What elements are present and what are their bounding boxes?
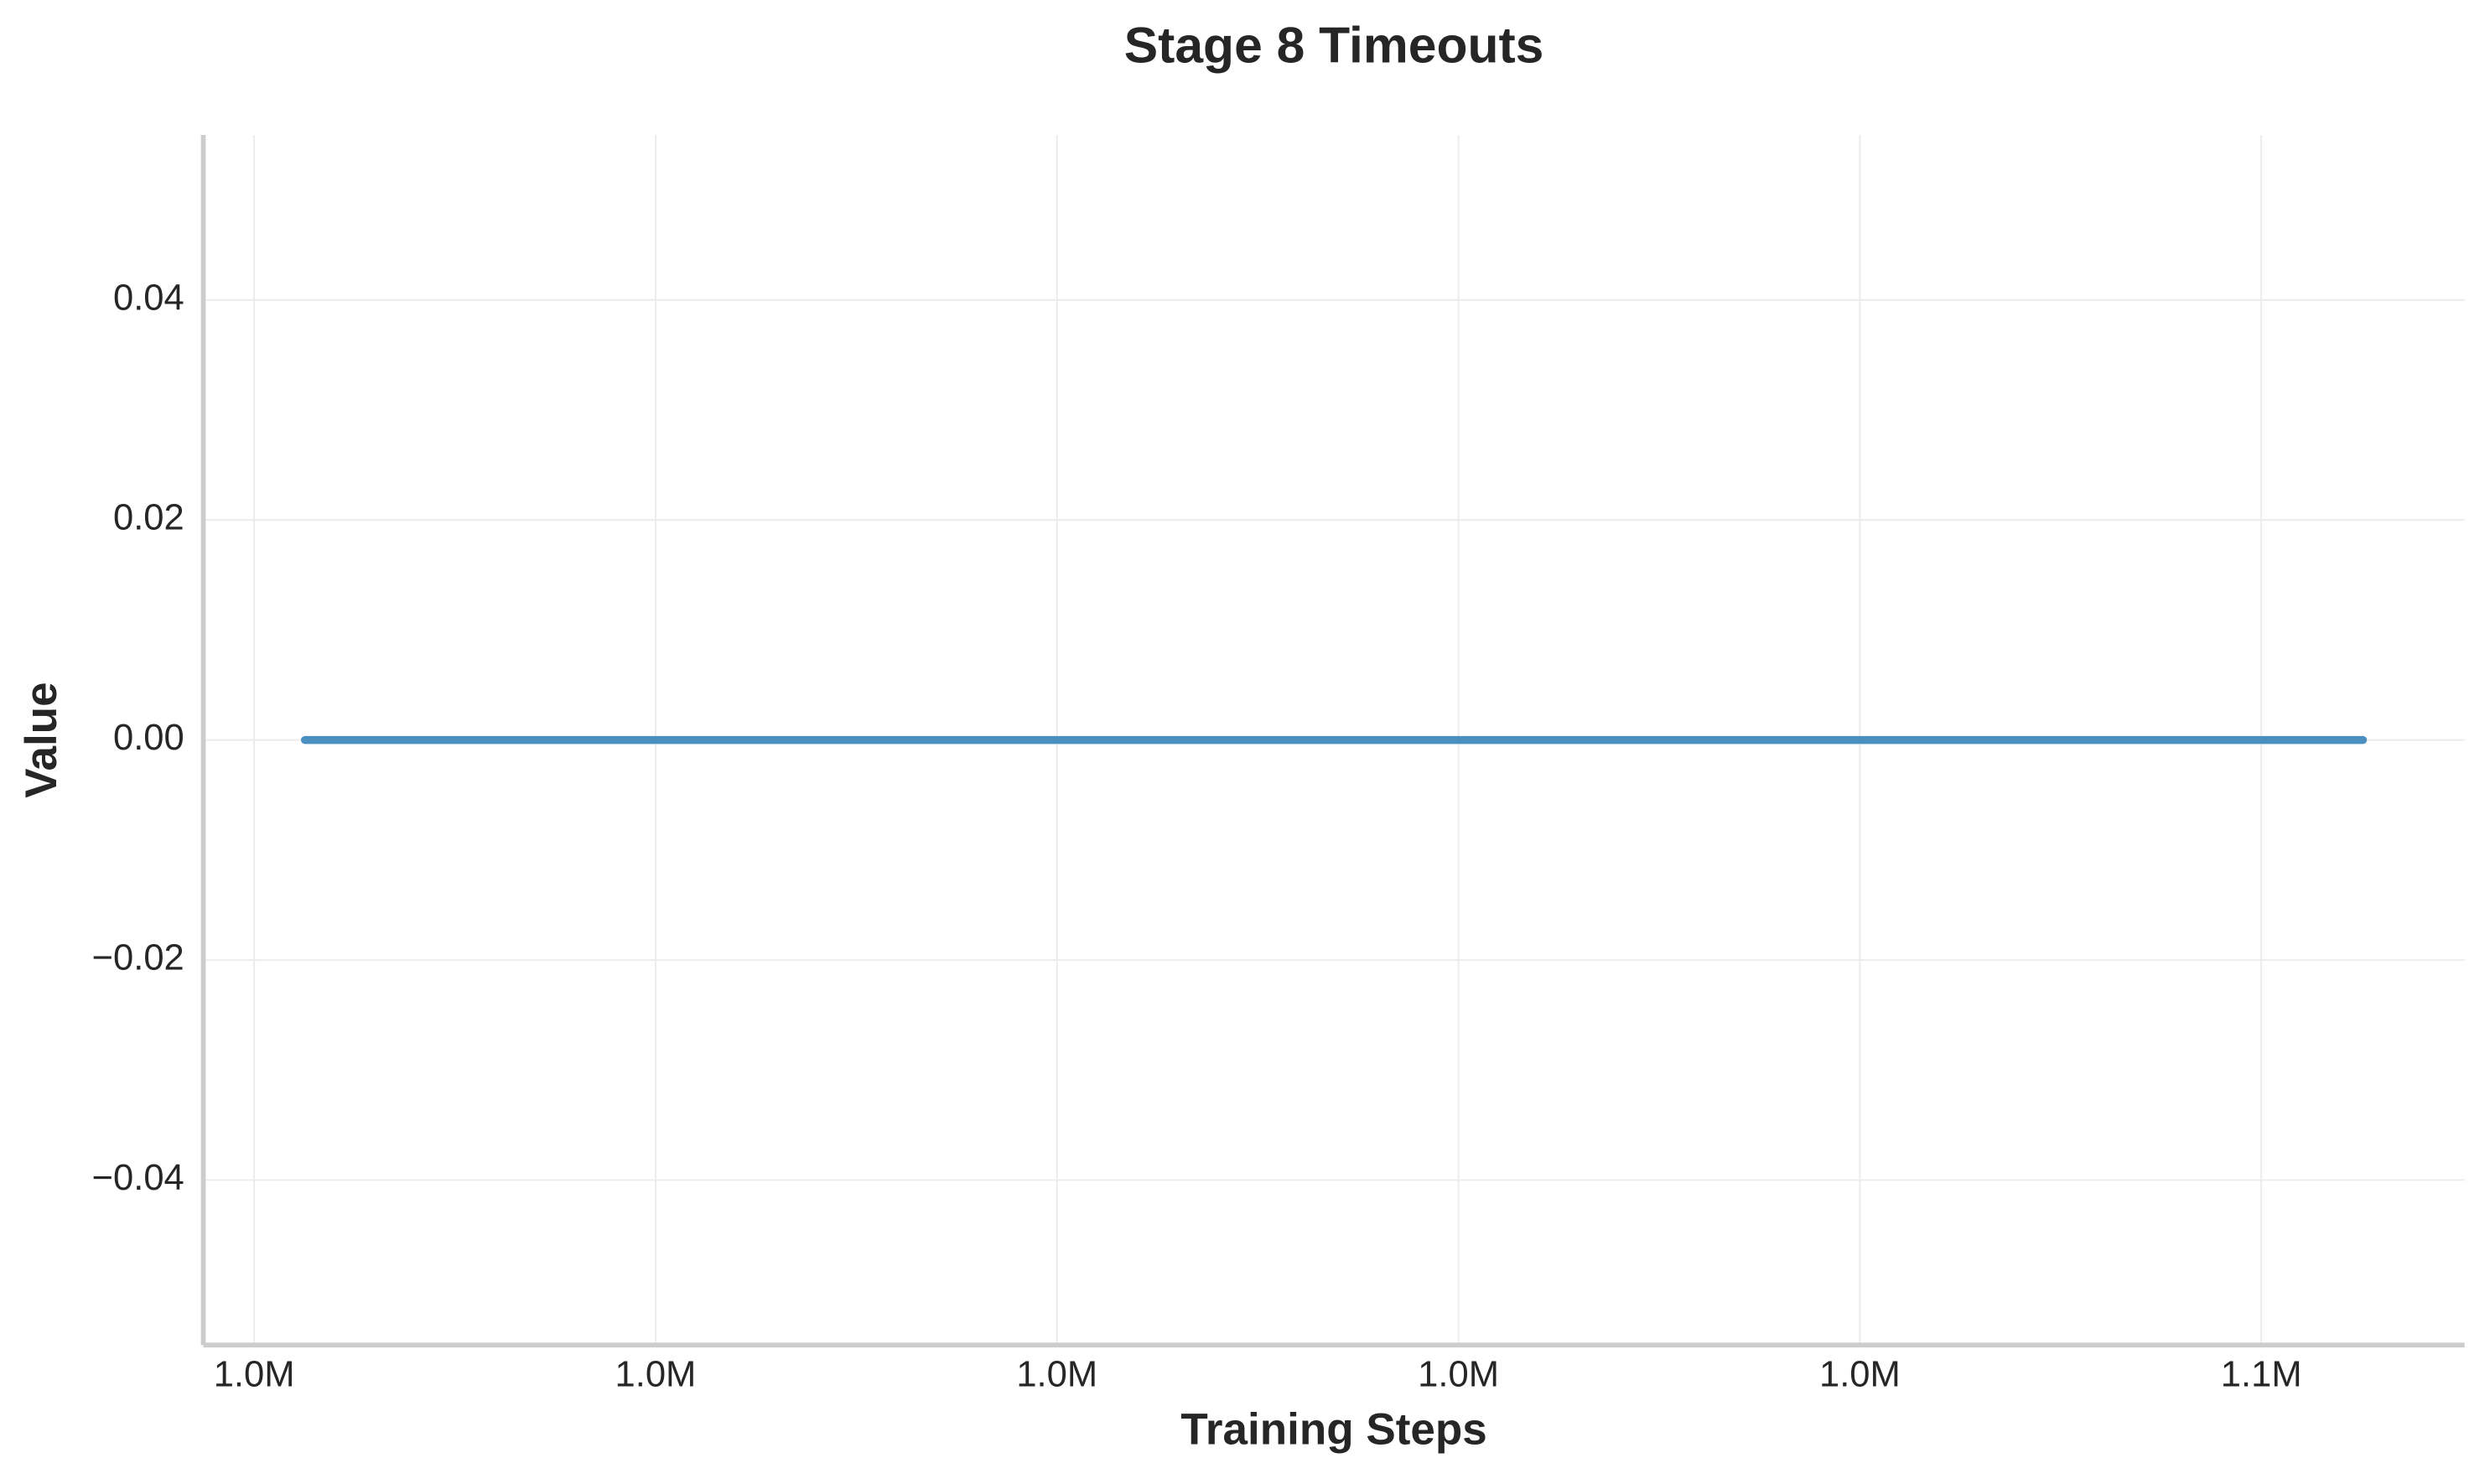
x-tick-label: 1.0M [615, 1355, 697, 1395]
y-tick-label: 0.02 [113, 498, 184, 538]
y-tick-label: 0.00 [113, 718, 184, 758]
y-tick-label: −0.04 [92, 1158, 184, 1198]
chart-title: Stage 8 Timeouts [1124, 17, 1544, 74]
x-axis-label: Training Steps [1180, 1404, 1486, 1454]
y-tick-label: −0.02 [92, 938, 184, 978]
x-tick-label: 1.0M [214, 1355, 295, 1395]
x-tick-label: 1.0M [1819, 1355, 1901, 1395]
x-tick-label: 1.1M [2221, 1355, 2302, 1395]
y-tick-label: 0.04 [113, 278, 184, 318]
x-tick-label: 1.0M [1016, 1355, 1097, 1395]
x-tick-label: 1.0M [1418, 1355, 1499, 1395]
y-axis-label: Value [17, 682, 66, 798]
